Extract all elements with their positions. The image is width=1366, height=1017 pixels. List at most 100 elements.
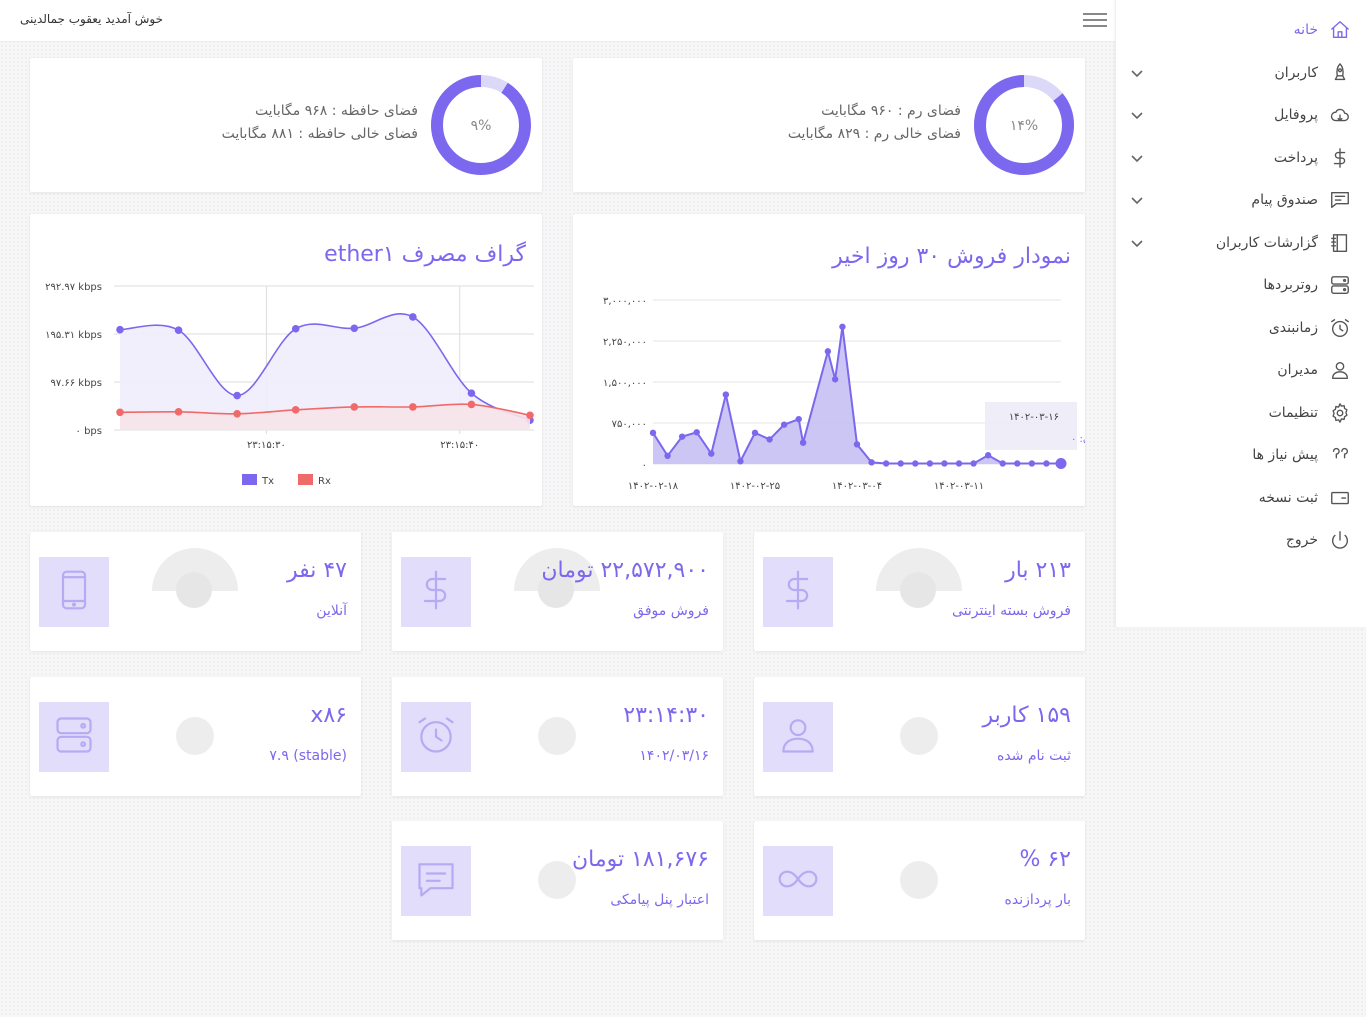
data-point xyxy=(350,324,359,333)
sidebar-item-label: پیش نیاز ها xyxy=(1252,447,1318,463)
sidebar-item[interactable]: پروفایل xyxy=(1115,94,1366,136)
stat-icon-box xyxy=(763,846,833,916)
sidebar-item-label: صندوق پیام xyxy=(1251,192,1318,208)
x-tick-label: ۱۴۰۲-۰۲-۲۵ xyxy=(730,481,780,492)
sidebar-item[interactable]: خروج xyxy=(1115,519,1366,561)
traffic-chart-card: گراف مصرف ether۱ ۲۹۲.۹۷ kbps ۱۹۵.۳۱ kbps ۹… xyxy=(30,214,542,506)
data-point xyxy=(233,391,241,400)
data-point xyxy=(831,376,839,383)
traffic-chart-title: گراف مصرف ether۱ xyxy=(324,242,526,267)
stat-value: ۲۱۳ بار xyxy=(1005,558,1071,583)
sidebar-item[interactable]: خانه xyxy=(1115,9,1366,51)
x-tick-label: ۱۴۰۲-۰۳-۱۱ xyxy=(934,481,984,492)
sidebar-item[interactable]: کاربران xyxy=(1115,52,1366,94)
chevron-down-icon[interactable] xyxy=(1129,150,1145,166)
legend-swatch xyxy=(298,474,313,485)
sidebar-item[interactable]: مدیران xyxy=(1115,349,1366,391)
stat-label: (stable) ۷.۹ xyxy=(269,748,347,764)
ram-donut xyxy=(974,75,1074,175)
data-point xyxy=(780,421,788,428)
chevron-down-icon[interactable] xyxy=(1129,235,1145,251)
data-point xyxy=(882,460,890,467)
x-tick-label: ۱۴۰۲-۰۳-۰۴ xyxy=(832,481,882,492)
data-point xyxy=(984,452,992,459)
stat-gauge xyxy=(176,717,214,755)
legend-label: Tx xyxy=(261,476,274,487)
data-point xyxy=(722,391,730,398)
data-point xyxy=(999,460,1006,467)
x-tick-label: ۲۳:۱۵:۳۰ xyxy=(247,440,286,451)
stat-label: ثبت نام شده xyxy=(996,748,1071,764)
sidebar-item-label: گزارشات کاربران xyxy=(1215,234,1318,251)
legend-label: Rx xyxy=(318,476,331,487)
stat-gauge xyxy=(900,861,938,899)
stat-card: ۱۸۱,۶۷۶ تومان اعتبار پنل پیامکی xyxy=(392,821,723,940)
menu-toggle-icon[interactable] xyxy=(1083,13,1107,29)
sales-chart: ۳,۰۰۰,۰۰۰ ۲,۲۵۰,۰۰۰ ۱,۵۰۰,۰۰۰ ۷۵۰,۰۰۰ ۰ ۱۴۰۲-… xyxy=(603,296,1085,492)
sidebar-item[interactable]: روتربردها xyxy=(1115,264,1366,306)
gear-icon xyxy=(1328,401,1352,425)
mobile-icon xyxy=(52,568,96,616)
stat-card: ۶۲ % بار پردازنده xyxy=(754,821,1085,940)
home-icon xyxy=(1328,18,1352,42)
data-point xyxy=(970,460,977,467)
data-point xyxy=(799,439,807,446)
sidebar-item-label: تنظیمات xyxy=(1268,404,1318,421)
data-point xyxy=(116,325,124,334)
sidebar-item-label: زمانبندی xyxy=(1268,319,1318,336)
data-point xyxy=(1014,460,1021,467)
x-tick-label: ۲۳:۱۵:۴۰ xyxy=(440,440,479,451)
y-tick-label: ۹۷.۶۶ kbps xyxy=(50,378,102,389)
data-point xyxy=(955,460,963,467)
user-icon xyxy=(776,713,820,761)
data-point xyxy=(291,406,300,414)
sidebar-item[interactable]: پیش نیاز ها xyxy=(1115,434,1366,476)
sidebar-item[interactable]: گزارشات کاربران xyxy=(1115,222,1366,264)
chevron-down-icon[interactable] xyxy=(1129,107,1145,123)
x-tick-label: ۱۴۰۲-۰۲-۱۸ xyxy=(628,481,679,492)
data-point xyxy=(350,403,359,411)
data-point xyxy=(1043,460,1050,467)
series-line xyxy=(119,312,531,421)
stat-label: اعتبار پنل پیامکی xyxy=(610,892,709,908)
data-point xyxy=(116,408,124,417)
ram-free: فضای خالی رم : ۸۲۹ مگابایت xyxy=(787,126,961,142)
sidebar-item-label: خروج xyxy=(1285,532,1318,548)
server-icon xyxy=(52,713,96,761)
data-point xyxy=(233,409,241,418)
sidebar-item[interactable]: تنظیمات xyxy=(1115,392,1366,434)
sidebar-item[interactable]: ثبت نسخه xyxy=(1115,477,1366,519)
y-tick-label: ۳,۰۰۰,۰۰۰ xyxy=(603,296,647,307)
data-point xyxy=(467,400,476,409)
data-point xyxy=(766,436,773,443)
stat-gauge-center xyxy=(900,572,936,608)
quote-icon xyxy=(1328,443,1352,467)
chevron-down-icon[interactable] xyxy=(1129,192,1145,208)
storage-usage-arc xyxy=(431,75,531,175)
chevron-down-icon[interactable] xyxy=(1129,65,1145,81)
data-point xyxy=(708,450,715,457)
tooltip-value: فروش به تومان: ۰ xyxy=(1071,434,1085,445)
storage-card: ۹% فضای حافظه : ۹۶۸ مگابایت فضای خالی حا… xyxy=(30,58,542,192)
sidebar-item[interactable]: صندوق پیام xyxy=(1115,179,1366,221)
stat-value: ۲۲,۵۷۲,۹۰۰ تومان xyxy=(541,558,709,583)
top-bar: خوش آمدید یعقوب جمالدینی xyxy=(0,0,1115,42)
sidebar-item[interactable]: پرداخت xyxy=(1115,137,1366,179)
data-point xyxy=(467,389,476,397)
dollar-icon xyxy=(776,568,820,616)
series-area xyxy=(120,404,530,430)
sidebar-item-label: ثبت نسخه xyxy=(1258,489,1318,506)
data-point xyxy=(751,429,759,437)
data-point xyxy=(664,452,671,459)
data-point xyxy=(174,326,183,335)
sidebar-item[interactable]: زمانبندی xyxy=(1115,307,1366,349)
notebook-icon xyxy=(1328,231,1352,255)
stat-gauge-center xyxy=(538,572,574,608)
data-point xyxy=(897,460,904,467)
sidebar-item-label: روتربردها xyxy=(1263,277,1318,293)
stat-icon-box xyxy=(763,702,833,772)
stat-card: ۲۱۳ بار فروش بسته اینترنتی xyxy=(754,532,1085,651)
y-tick-label: ۱۹۵.۳۱ kbps xyxy=(45,330,102,341)
traffic-chart: ۲۹۲.۹۷ kbps ۱۹۵.۳۱ kbps ۹۷.۶۶ kbps ۰ bps ۲۳:… xyxy=(45,282,534,487)
stat-card: ۱۵۹ کاربر ثبت نام شده xyxy=(754,677,1085,796)
